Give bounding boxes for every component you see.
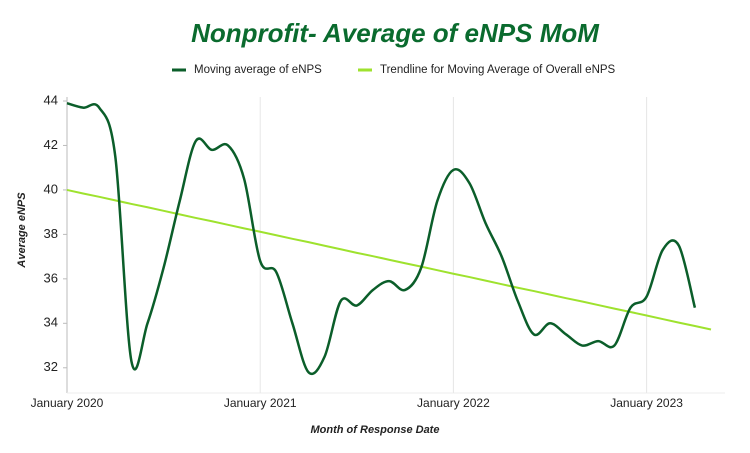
y-tick-label: 34 (44, 315, 58, 330)
x-tick-label: January 2023 (610, 396, 683, 410)
chart-title: Nonprofit- Average of eNPS MoM (191, 18, 600, 48)
y-tick-label: 44 (44, 92, 58, 107)
y-tick-label: 36 (44, 270, 58, 285)
y-tick-label: 42 (44, 137, 58, 152)
legend-label: Trendline for Moving Average of Overall … (380, 64, 616, 76)
x-axis-label: Month of Response Date (311, 424, 440, 436)
y-tick-label: 32 (44, 359, 58, 374)
series-line (66, 188, 712, 331)
y-axis-label: Average eNPS (16, 192, 28, 269)
series-line (66, 102, 697, 376)
y-tick-label: 38 (44, 226, 58, 241)
y-tick-label: 40 (44, 181, 58, 196)
x-tick-label: January 2020 (31, 396, 104, 410)
x-tick-label: January 2022 (417, 396, 490, 410)
x-tick-label: January 2021 (224, 396, 297, 410)
legend-label: Moving average of eNPS (194, 64, 322, 76)
